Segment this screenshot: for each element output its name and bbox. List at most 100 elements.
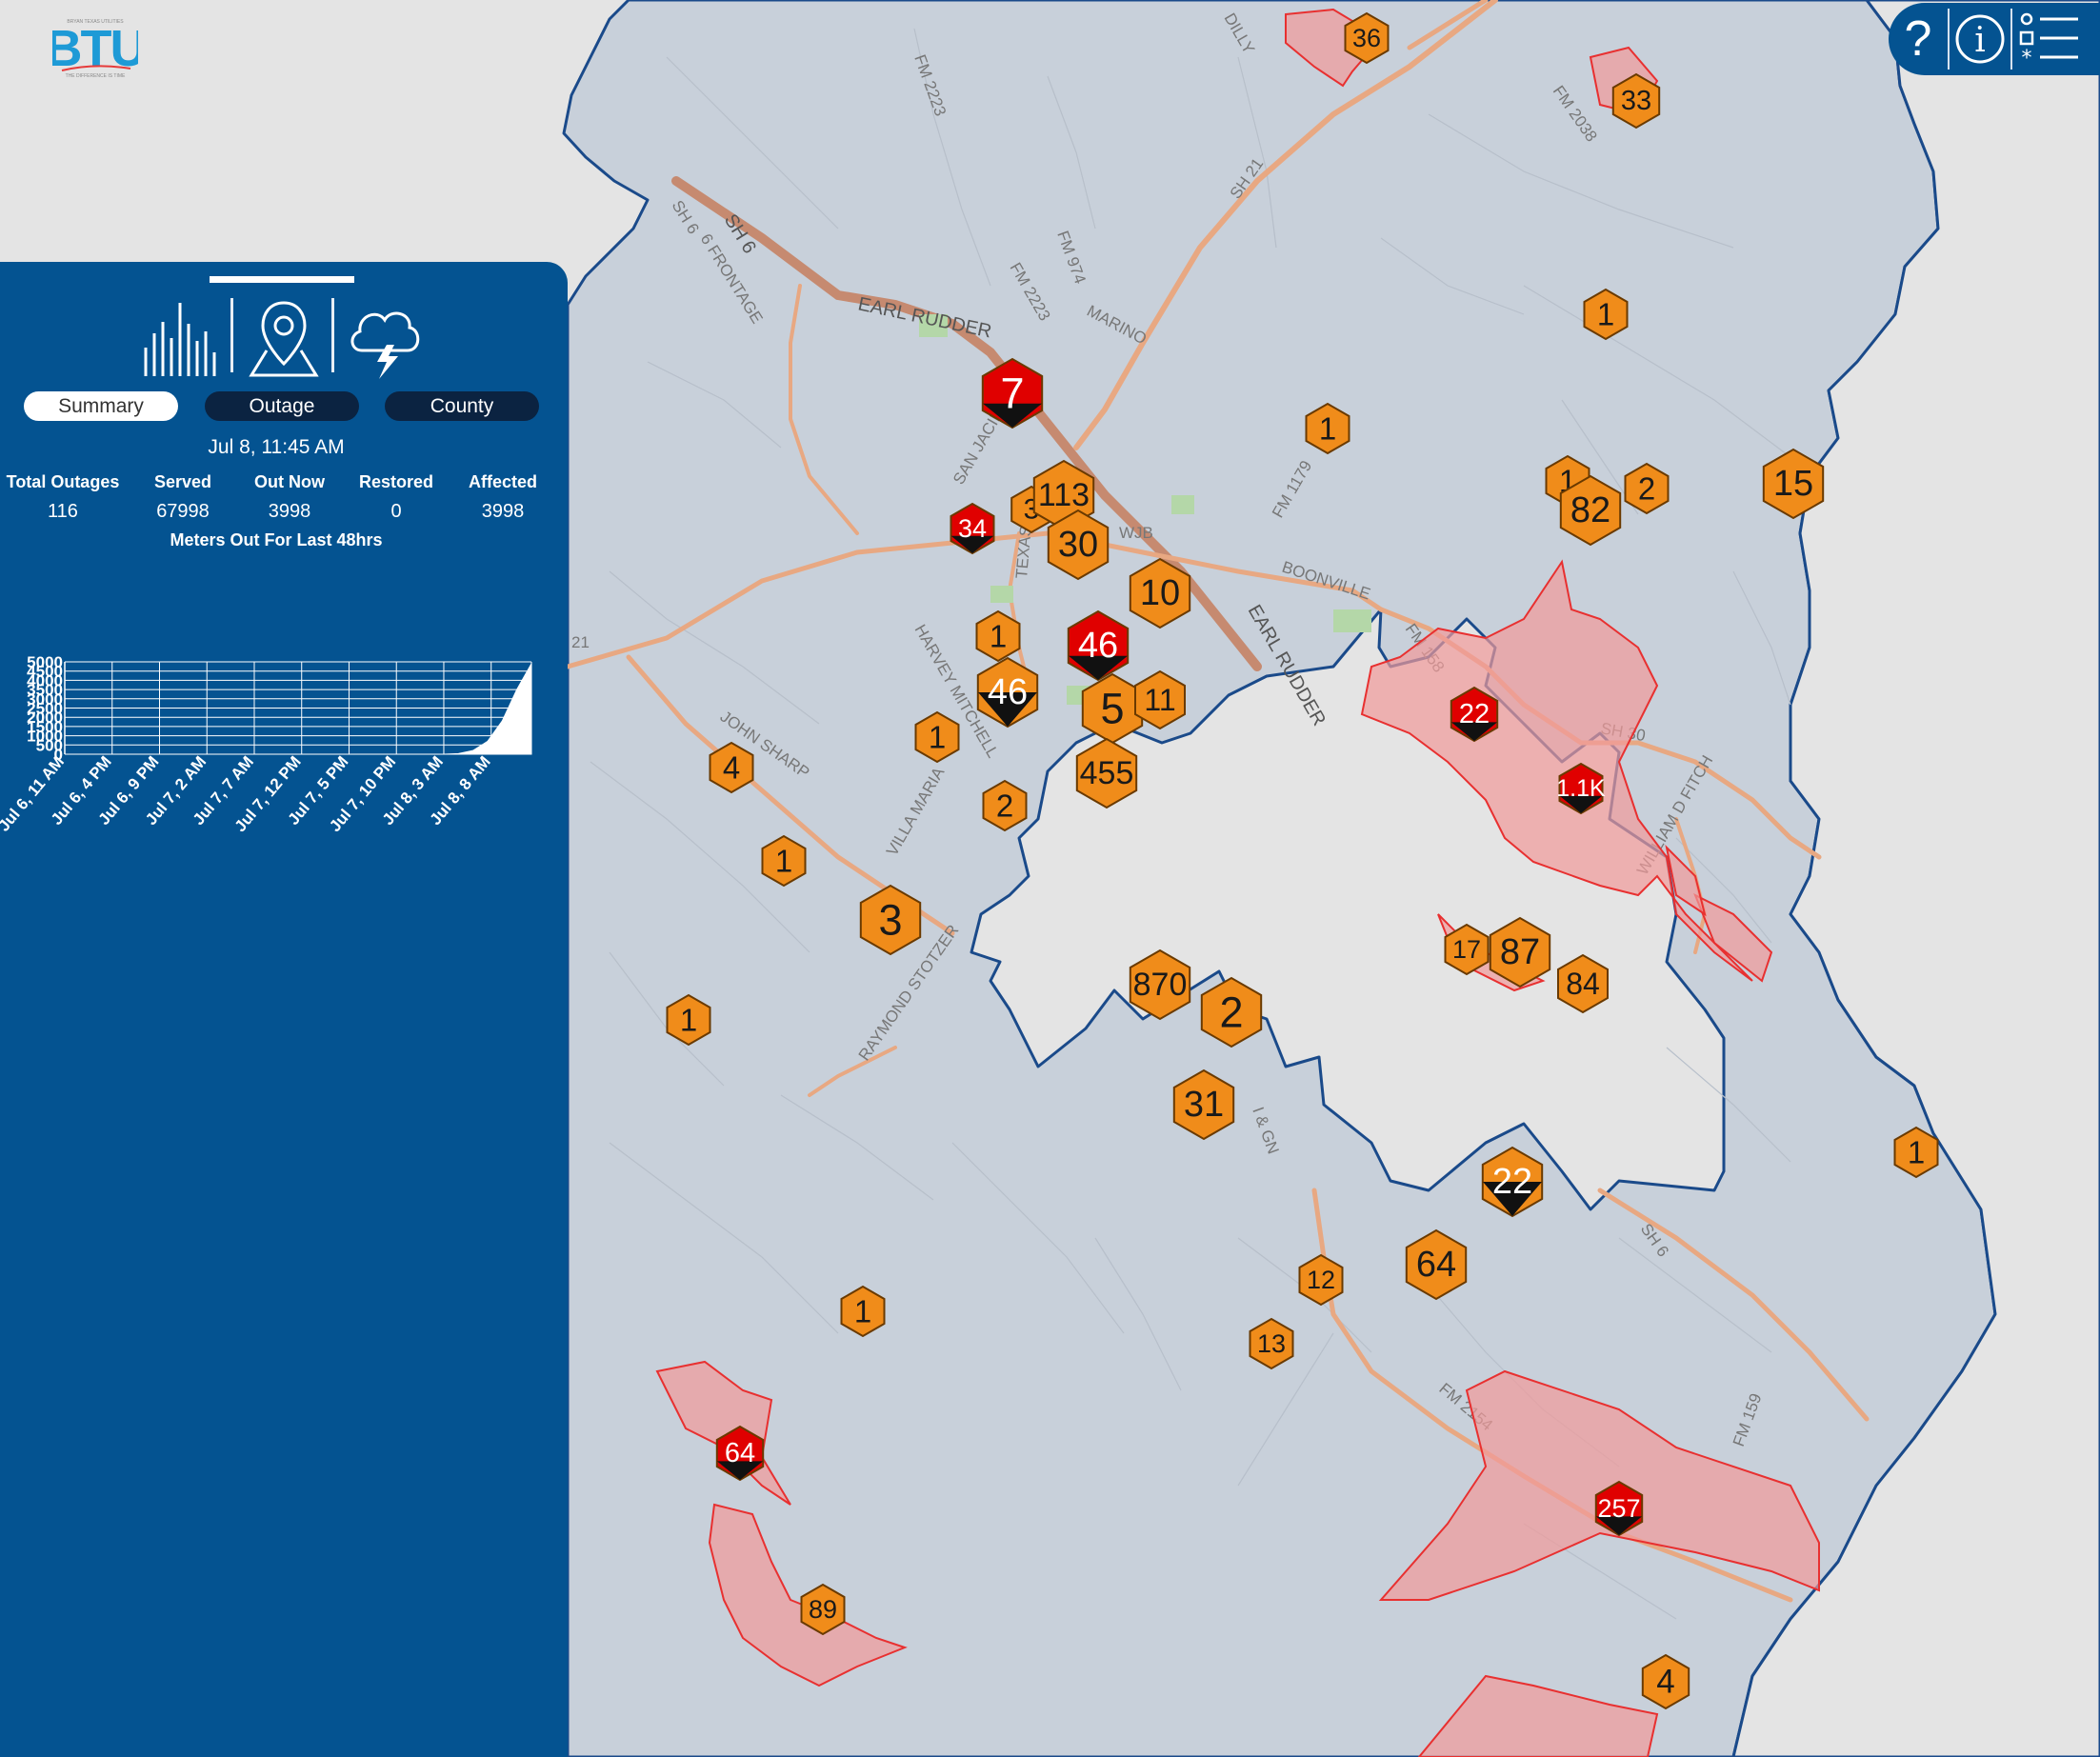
- outage-marker[interactable]: 11: [1134, 669, 1186, 730]
- outage-marker[interactable]: 2: [1200, 976, 1263, 1048]
- outage-marker[interactable]: 31: [1172, 1068, 1235, 1141]
- outage-marker[interactable]: 13: [1249, 1317, 1294, 1370]
- view-charts-button[interactable]: [141, 295, 219, 381]
- help-button[interactable]: ?: [1889, 3, 1948, 75]
- outage-marker[interactable]: 34: [950, 502, 995, 555]
- chart-y-tick-label: 0: [54, 746, 63, 764]
- outage-marker-count: 1: [680, 1003, 697, 1038]
- tab-outage[interactable]: Outage: [205, 391, 359, 421]
- outage-marker-count: 1: [1597, 297, 1614, 332]
- btu-logo: BRYAN TEXAS UTILITIES BTU THE DIFFERENCE…: [46, 13, 148, 80]
- outage-marker[interactable]: 64: [1405, 1228, 1468, 1301]
- info-button[interactable]: i: [1950, 3, 2010, 75]
- outage-marker[interactable]: 870: [1129, 948, 1191, 1021]
- outage-marker-hexagon: [800, 1583, 846, 1636]
- outage-marker[interactable]: 36: [1344, 11, 1390, 65]
- outage-marker[interactable]: 1: [761, 834, 807, 888]
- outage-marker[interactable]: 30: [1047, 509, 1110, 581]
- outage-marker-hexagon: [1200, 976, 1263, 1048]
- outage-marker[interactable]: 22: [1450, 686, 1499, 743]
- outage-marker-hexagon: [1489, 916, 1551, 988]
- tab-county[interactable]: County: [385, 391, 539, 421]
- outage-marker[interactable]: 22: [1481, 1146, 1544, 1218]
- outage-marker[interactable]: 12: [1298, 1253, 1344, 1307]
- outage-marker[interactable]: 4: [1641, 1653, 1690, 1710]
- outage-marker[interactable]: 1: [840, 1285, 886, 1338]
- outage-marker[interactable]: 33: [1611, 72, 1661, 130]
- crew-icon: [1450, 722, 1498, 741]
- bar-chart-icon: [144, 303, 216, 376]
- stat-value-affected: 3998: [481, 501, 525, 522]
- view-weather-button[interactable]: [345, 295, 423, 381]
- outage-marker[interactable]: 82: [1559, 474, 1622, 547]
- outage-marker-hexagon: [1583, 288, 1629, 341]
- outage-marker[interactable]: 2: [982, 779, 1028, 832]
- stat-value-served: 67998: [156, 501, 210, 522]
- outage-marker[interactable]: 1: [914, 710, 960, 764]
- crew-icon: [1559, 795, 1603, 813]
- outage-marker[interactable]: 1: [975, 609, 1021, 663]
- outage-marker-hexagon: [859, 884, 922, 956]
- outage-marker-hexagon: [1344, 11, 1390, 65]
- info-icon: i: [1955, 14, 2005, 64]
- service-territory: [562, 0, 2100, 1757]
- toolbar-divider: [2010, 9, 2012, 70]
- outage-marker[interactable]: 1: [1305, 402, 1350, 455]
- svg-text:i: i: [1974, 21, 1986, 60]
- crew-icon: [1595, 1516, 1643, 1535]
- outage-marker[interactable]: 4: [709, 741, 754, 794]
- crew-icon: [978, 692, 1037, 727]
- map-toolbar: ? i *: [1889, 3, 2100, 75]
- outage-marker[interactable]: 15: [1762, 448, 1825, 520]
- chart-y-tick-label: 1500: [27, 718, 63, 736]
- view-map-button[interactable]: [246, 295, 322, 381]
- chart-y-tick-label: 500: [36, 736, 63, 754]
- outage-marker-count: 31: [1184, 1085, 1224, 1125]
- stat-value-total-outages: 116: [48, 501, 78, 522]
- outage-marker[interactable]: 84: [1557, 953, 1609, 1014]
- chart-y-tick-label: 4500: [27, 663, 63, 681]
- stat-value-out-now: 3998: [268, 501, 311, 522]
- outage-marker[interactable]: 7: [981, 357, 1044, 429]
- street-network: [590, 28, 1791, 1620]
- road-label: WJB: [1119, 524, 1153, 542]
- chart-title: Meters Out For Last 48hrs: [170, 530, 383, 549]
- outage-marker[interactable]: 46: [1067, 609, 1130, 682]
- outage-marker-count: 2: [996, 789, 1013, 824]
- outage-marker[interactable]: 17: [1444, 923, 1490, 976]
- outage-marker[interactable]: 1.1K: [1556, 762, 1606, 815]
- chart-y-tick-label: 3500: [27, 681, 63, 699]
- outage-marker-count: 4: [1656, 1664, 1674, 1701]
- logo-tagline-top: BRYAN TEXAS UTILITIES: [67, 19, 124, 25]
- chart-y-tick-label: 5000: [27, 653, 63, 671]
- chart-y-tick-label: 3000: [27, 690, 63, 709]
- outage-marker-hexagon: [666, 993, 711, 1047]
- outage-marker[interactable]: 455: [1075, 737, 1138, 809]
- outage-marker[interactable]: 257: [1594, 1480, 1644, 1537]
- outage-marker[interactable]: 1: [666, 993, 711, 1047]
- outage-marker-hexagon: [1405, 1228, 1468, 1301]
- crew-icon: [950, 535, 994, 553]
- outage-marker[interactable]: 64: [715, 1425, 765, 1482]
- outage-marker-count: 30: [1058, 525, 1098, 565]
- outage-marker-count: 36: [1352, 24, 1381, 52]
- outage-marker[interactable]: 2: [1624, 462, 1670, 515]
- chart-y-tick-label: 4000: [27, 671, 63, 689]
- outage-marker[interactable]: 1: [1893, 1126, 1939, 1179]
- legend-button[interactable]: *: [2012, 3, 2089, 75]
- toolbar-divider: [1948, 9, 1950, 70]
- outage-marker[interactable]: 87: [1489, 916, 1551, 988]
- outage-marker[interactable]: 46: [976, 656, 1039, 729]
- road-label: TEXAS: [1012, 525, 1035, 579]
- outage-marker[interactable]: 10: [1129, 557, 1191, 629]
- outage-marker[interactable]: 1: [1583, 288, 1629, 341]
- outage-marker-hexagon: [1444, 923, 1490, 976]
- outage-marker-hexagon: [1611, 72, 1661, 130]
- outage-marker[interactable]: 3: [859, 884, 922, 956]
- tab-summary[interactable]: Summary: [24, 391, 178, 421]
- outage-marker[interactable]: 89: [800, 1583, 846, 1636]
- chart-y-tick-label: 2000: [27, 709, 63, 727]
- outage-marker-count: 2: [1219, 988, 1243, 1037]
